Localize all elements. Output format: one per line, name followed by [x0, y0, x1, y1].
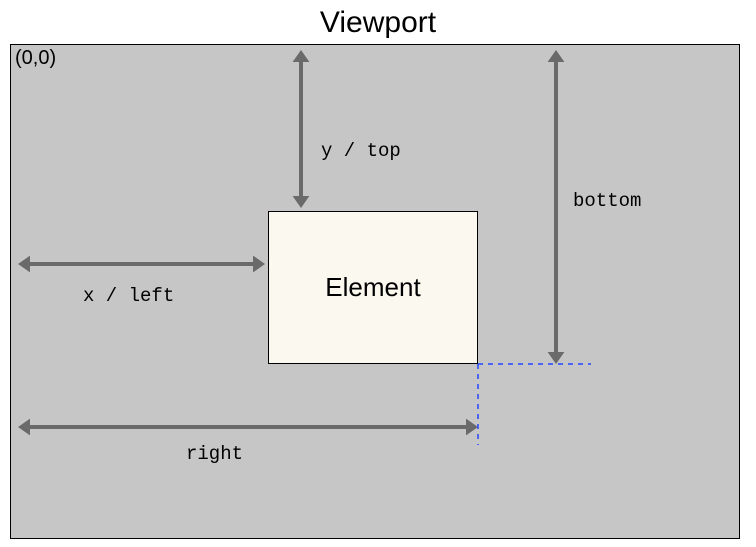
element-box: Element — [268, 211, 478, 364]
element-label: Element — [325, 272, 420, 303]
viewport-box: (0,0) Element y / top x / left bottom ri… — [10, 44, 740, 539]
diagram-title: Viewport — [320, 6, 436, 40]
label-right: right — [186, 443, 243, 465]
label-left: x / left — [83, 285, 174, 307]
label-bottom: bottom — [573, 190, 641, 212]
label-top: y / top — [321, 140, 401, 162]
origin-label: (0,0) — [15, 47, 56, 70]
